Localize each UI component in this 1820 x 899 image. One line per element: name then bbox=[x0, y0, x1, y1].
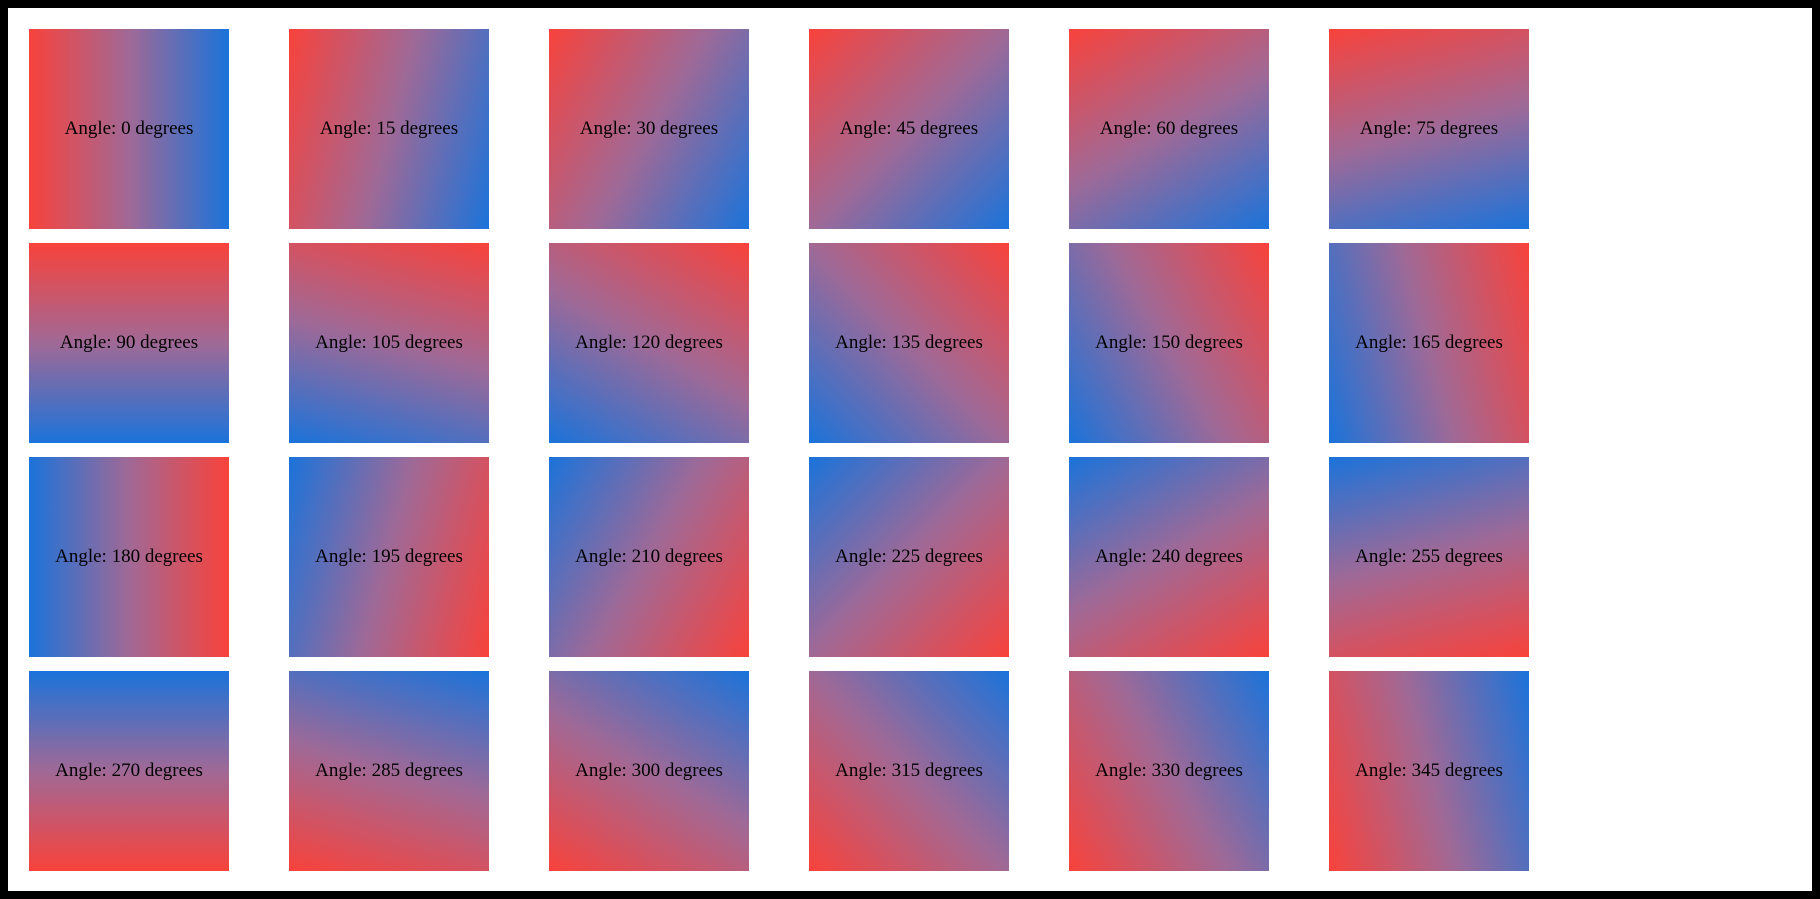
gradient-tile: Angle: 30 degrees bbox=[549, 29, 749, 229]
tile-label: Angle: 210 degrees bbox=[575, 545, 723, 567]
tile-label: Angle: 240 degrees bbox=[1095, 545, 1243, 567]
gradient-tile: Angle: 210 degrees bbox=[549, 457, 749, 657]
tile-label: Angle: 90 degrees bbox=[59, 331, 199, 353]
gradient-tile: Angle: 330 degrees bbox=[1069, 671, 1269, 871]
tile-label: Angle: 255 degrees bbox=[1355, 545, 1503, 567]
gradient-tile: Angle: 75 degrees bbox=[1329, 29, 1529, 229]
gradient-tile: Angle: 135 degrees bbox=[809, 243, 1009, 443]
gradient-tile: Angle: 150 degrees bbox=[1069, 243, 1269, 443]
gradient-tile: Angle: 15 degrees bbox=[289, 29, 489, 229]
gradient-tile: Angle: 60 degrees bbox=[1069, 29, 1269, 229]
tile-label: Angle: 75 degrees bbox=[1359, 117, 1499, 139]
tile-label: Angle: 345 degrees bbox=[1355, 759, 1503, 781]
gradient-tile: Angle: 285 degrees bbox=[289, 671, 489, 871]
tile-label: Angle: 105 degrees bbox=[315, 331, 463, 353]
gradient-tile: Angle: 90 degrees bbox=[29, 243, 229, 443]
gradient-grid: Angle: 0 degrees Angle: 15 degrees Angle: … bbox=[8, 8, 1812, 871]
gradient-tile: Angle: 180 degrees bbox=[29, 457, 229, 657]
gradient-tile: Angle: 270 degrees bbox=[29, 671, 229, 871]
tile-label: Angle: 165 degrees bbox=[1355, 331, 1503, 353]
tile-label: Angle: 135 degrees bbox=[835, 331, 983, 353]
tile-label: Angle: 285 degrees bbox=[315, 759, 463, 781]
gradient-tile: Angle: 300 degrees bbox=[549, 671, 749, 871]
tile-label: Angle: 270 degrees bbox=[55, 759, 203, 781]
gradient-tile: Angle: 0 degrees bbox=[29, 29, 229, 229]
gradient-tile: Angle: 120 degrees bbox=[549, 243, 749, 443]
gradient-tile: Angle: 105 degrees bbox=[289, 243, 489, 443]
tile-label: Angle: 225 degrees bbox=[835, 545, 983, 567]
tile-label: Angle: 30 degrees bbox=[579, 117, 719, 139]
tile-label: Angle: 150 degrees bbox=[1095, 331, 1243, 353]
tile-label: Angle: 180 degrees bbox=[55, 545, 203, 567]
tile-label: Angle: 15 degrees bbox=[319, 117, 459, 139]
tile-label: Angle: 330 degrees bbox=[1095, 759, 1243, 781]
gradient-tile: Angle: 45 degrees bbox=[809, 29, 1009, 229]
gradient-tile: Angle: 345 degrees bbox=[1329, 671, 1529, 871]
tile-label: Angle: 300 degrees bbox=[575, 759, 723, 781]
gradient-tile: Angle: 225 degrees bbox=[809, 457, 1009, 657]
gradient-tile: Angle: 255 degrees bbox=[1329, 457, 1529, 657]
tile-label: Angle: 195 degrees bbox=[315, 545, 463, 567]
gradient-tile: Angle: 315 degrees bbox=[809, 671, 1009, 871]
gradient-tile: Angle: 240 degrees bbox=[1069, 457, 1269, 657]
tile-label: Angle: 60 degrees bbox=[1099, 117, 1239, 139]
gradient-tile: Angle: 195 degrees bbox=[289, 457, 489, 657]
gradient-tile: Angle: 165 degrees bbox=[1329, 243, 1529, 443]
tile-label: Angle: 315 degrees bbox=[835, 759, 983, 781]
tile-label: Angle: 120 degrees bbox=[575, 331, 723, 353]
tile-label: Angle: 45 degrees bbox=[839, 117, 979, 139]
tile-label: Angle: 0 degrees bbox=[64, 117, 194, 139]
